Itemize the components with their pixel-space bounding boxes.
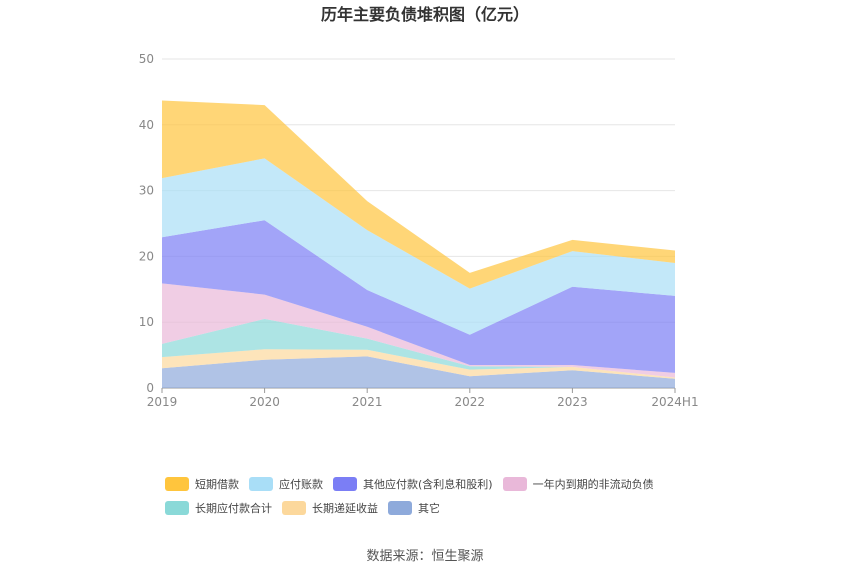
y-tick-label: 20 xyxy=(139,249,154,263)
legend-label: 其他应付款(含利息和股利) xyxy=(363,478,493,491)
legend-item[interactable]: 长期递延收益 xyxy=(282,500,378,516)
legend-swatch xyxy=(165,501,189,515)
legend-item[interactable]: 长期应付款合计 xyxy=(165,500,272,516)
area-series-3[interactable] xyxy=(162,283,675,378)
legend-row: 长期应付款合计 长期递延收益 其它 xyxy=(165,496,725,520)
y-tick-label: 30 xyxy=(139,184,154,198)
y-tick-label: 40 xyxy=(139,118,154,132)
x-tick-label: 2022 xyxy=(455,395,486,409)
area-series-6[interactable] xyxy=(162,100,675,289)
area-series-group xyxy=(162,100,675,388)
y-tick-label: 0 xyxy=(146,381,154,395)
legend-item[interactable]: 短期借款 xyxy=(165,476,239,492)
area-series-2[interactable] xyxy=(162,318,675,378)
legend-label: 长期应付款合计 xyxy=(195,502,272,515)
legend-item[interactable]: 其它 xyxy=(388,500,440,516)
legend-label: 短期借款 xyxy=(195,478,239,491)
legend-row: 短期借款 应付账款 其他应付款(含利息和股利) 一年内到期的非流动负债 xyxy=(165,472,725,496)
legend-swatch xyxy=(502,477,527,491)
area-series-4[interactable] xyxy=(162,220,675,373)
stacked-area-chart: 历年主要负债堆积图（亿元） 0 10 20 30 40 50 2019 2020 2021 202… xyxy=(139,5,699,409)
y-tick-label: 10 xyxy=(139,315,154,329)
area-series-0[interactable] xyxy=(162,356,675,388)
x-tick-label: 2021 xyxy=(352,395,383,409)
legend-swatch xyxy=(333,477,357,491)
x-tick-label: 2020 xyxy=(249,395,280,409)
axes: 0 10 20 30 40 50 2019 2020 2021 2022 2023 2024H1 xyxy=(139,52,699,409)
legend-swatch xyxy=(165,477,189,491)
area-series-1[interactable] xyxy=(162,349,675,379)
legend-item[interactable]: 应付账款 xyxy=(249,476,323,492)
legend-label: 应付账款 xyxy=(279,478,323,491)
x-tick-label: 2024H1 xyxy=(651,395,698,409)
source-note: 数据来源：恒生聚源 xyxy=(366,549,484,564)
legend-swatch xyxy=(388,501,412,515)
y-tick-label: 50 xyxy=(139,52,154,66)
legend-item[interactable]: 其他应付款(含利息和股利) xyxy=(333,476,493,492)
legend-label: 其它 xyxy=(418,502,440,515)
legend-swatch xyxy=(282,501,306,515)
x-tick-label: 2023 xyxy=(557,395,588,409)
legend-swatch xyxy=(249,477,273,491)
legend: 短期借款 应付账款 其他应付款(含利息和股利) 一年内到期的非流动负债 长期应付款合计长… xyxy=(165,472,725,520)
legend-label: 长期递延收益 xyxy=(312,502,378,515)
chart-title: 历年主要负债堆积图（亿元） xyxy=(321,5,529,24)
area-series-5[interactable] xyxy=(162,158,675,335)
legend-label: 一年内到期的非流动负债 xyxy=(532,478,654,491)
x-tick-label: 2019 xyxy=(147,395,178,409)
legend-item[interactable]: 一年内到期的非流动负债 xyxy=(502,476,654,492)
